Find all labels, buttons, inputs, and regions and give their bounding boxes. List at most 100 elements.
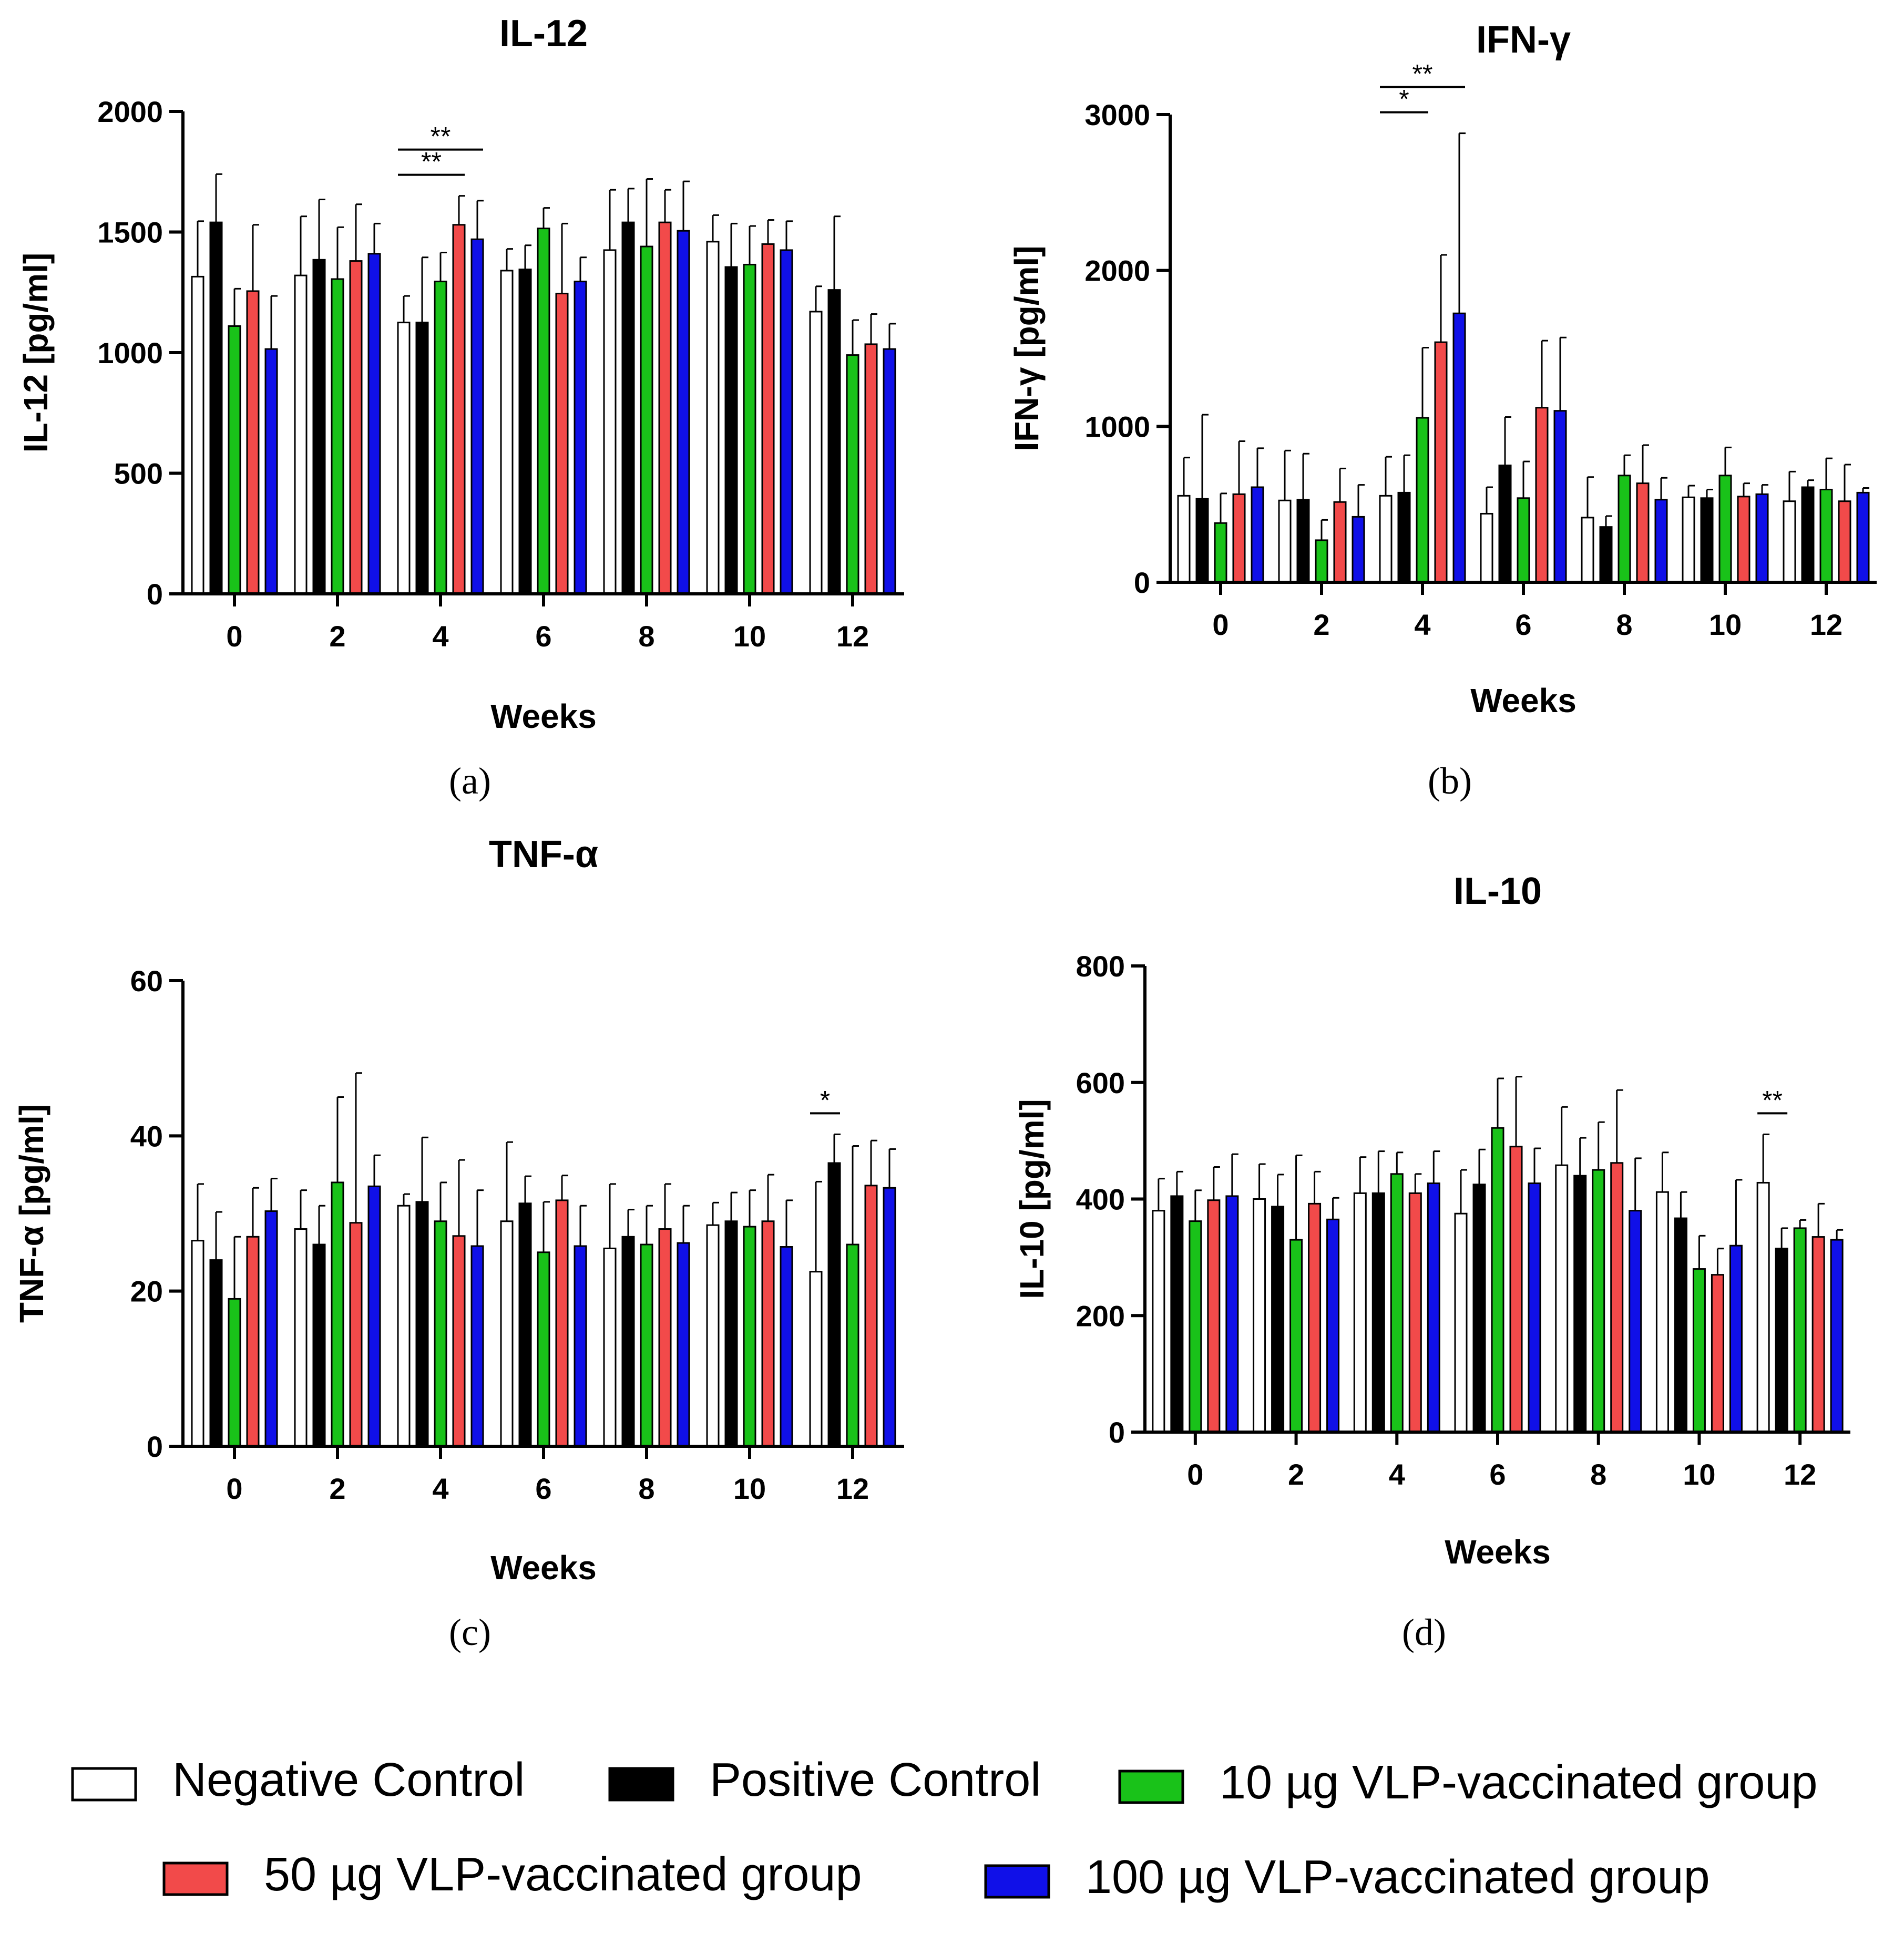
legend-label: 50 µg VLP-vaccinated group <box>264 1848 862 1901</box>
bar-week-12-series-5 <box>1856 491 1870 583</box>
bar-week-8-series-3 <box>640 245 653 595</box>
bar-week-0-series-2 <box>209 221 223 595</box>
x-tick-label: 12 <box>836 620 869 653</box>
y-tick-label: 400 <box>1076 1183 1125 1216</box>
bar-week-2-series-5 <box>1326 1218 1340 1433</box>
bar-week-6-series-1 <box>500 270 514 595</box>
significance-marker: ** <box>421 147 442 177</box>
bar-week-12-series-2 <box>827 1162 841 1447</box>
legend: Negative Control Positive Control 10 µg VL… <box>71 1754 1818 1904</box>
y-axis-label: IL-12 [pg/ml] <box>17 253 55 452</box>
x-tick-label: 6 <box>1489 1458 1506 1491</box>
legend-swatch <box>984 1864 1050 1899</box>
bar-week-4-series-3 <box>434 1220 447 1447</box>
bar-week-8-series-3 <box>1592 1169 1605 1433</box>
bar-week-4-series-2 <box>1397 491 1411 583</box>
bar-week-2-series-1 <box>294 1228 308 1447</box>
bar-week-2-series-3 <box>1289 1239 1303 1433</box>
bar-week-2-series-3 <box>331 1181 344 1447</box>
bar-week-12-series-3 <box>846 354 859 595</box>
bar-week-6-series-2 <box>518 269 532 595</box>
y-axis-label: IL-10 [pg/ml] <box>1013 1099 1051 1299</box>
x-axis-label: Weeks <box>490 697 597 735</box>
bar-week-10-series-4 <box>761 243 775 595</box>
bar-week-6-series-2 <box>1472 1184 1486 1433</box>
bar-week-10-series-3 <box>743 263 756 595</box>
bar-week-12-series-1 <box>1756 1181 1770 1433</box>
bar-week-6-series-4 <box>1509 1146 1523 1433</box>
significance-marker: ** <box>1412 59 1433 89</box>
x-tick-label: 0 <box>1187 1458 1203 1491</box>
y-tick-label: 60 <box>130 964 163 997</box>
bar-week-0-series-4 <box>1232 493 1246 583</box>
y-tick-label: 0 <box>1109 1416 1125 1449</box>
x-tick-label: 2 <box>1288 1458 1304 1491</box>
bar-week-6-series-5 <box>1553 410 1567 583</box>
x-tick-label: 8 <box>638 620 654 653</box>
significance-marker: ** <box>1762 1085 1783 1115</box>
y-tick-label: 1000 <box>97 336 163 369</box>
bar-week-6-series-1 <box>1454 1212 1468 1433</box>
x-tick-label: 4 <box>432 620 448 653</box>
bar-week-10-series-3 <box>1692 1268 1706 1433</box>
bar-week-10-series-2 <box>1700 497 1714 583</box>
legend-item-2: Positive Control <box>608 1754 1041 1806</box>
legend-label: Positive Control <box>710 1754 1041 1806</box>
bar-week-6-series-2 <box>1498 465 1512 583</box>
bar-week-6-series-2 <box>518 1202 532 1447</box>
bar-week-2-series-2 <box>1296 499 1310 583</box>
legend-label: 100 µg VLP-vaccinated group <box>1086 1851 1710 1904</box>
bar-week-4-series-5 <box>1427 1182 1440 1433</box>
bar-week-4-series-4 <box>452 224 466 595</box>
legend-swatch <box>71 1767 137 1802</box>
bar-week-2-series-1 <box>1253 1198 1266 1433</box>
bar-week-0-series-3 <box>1189 1220 1202 1433</box>
bar-week-4-series-5 <box>470 1245 484 1447</box>
bar-week-6-series-1 <box>500 1220 514 1447</box>
bar-week-0-series-5 <box>1225 1195 1239 1433</box>
bar-week-10-series-1 <box>1682 496 1695 583</box>
y-tick-label: 500 <box>114 457 163 490</box>
bar-week-0-series-4 <box>1207 1199 1221 1433</box>
legend-item-5: 100 µg VLP-vaccinated group <box>984 1851 1710 1904</box>
bar-week-4-series-3 <box>1416 417 1429 583</box>
bar-week-4-series-3 <box>1390 1173 1404 1433</box>
bar-week-2-series-2 <box>312 259 326 595</box>
bar-week-6-series-5 <box>1528 1182 1541 1433</box>
y-tick-label: 2000 <box>1084 254 1150 287</box>
bar-week-0-series-5 <box>264 1210 278 1447</box>
bar-week-6-series-3 <box>1491 1127 1504 1433</box>
x-tick-label: 0 <box>226 1472 242 1505</box>
bar-week-12-series-4 <box>864 1185 878 1447</box>
bar-week-2-series-5 <box>367 1185 381 1447</box>
legend-item-3: 10 µg VLP-vaccinated group <box>1118 1756 1818 1809</box>
bar-week-8-series-3 <box>1618 475 1631 583</box>
x-tick-label: 4 <box>1414 608 1430 641</box>
bar-week-6-series-1 <box>1480 512 1493 583</box>
bar-week-10-series-5 <box>1755 493 1769 583</box>
bar-week-10-series-2 <box>1674 1217 1687 1433</box>
bar-week-0-series-4 <box>246 290 260 595</box>
x-axis-label: Weeks <box>1445 1533 1551 1571</box>
x-axis-label: Weeks <box>1470 682 1577 719</box>
bar-week-10-series-3 <box>743 1226 756 1447</box>
significance-marker: ** <box>431 122 451 151</box>
bar-week-8-series-4 <box>658 1228 672 1447</box>
bar-week-10-series-1 <box>706 241 720 595</box>
x-tick-label: 8 <box>1616 608 1632 641</box>
x-tick-label: 2 <box>329 620 345 653</box>
y-tick-label: 40 <box>130 1119 163 1153</box>
bar-week-0-series-1 <box>1177 495 1191 583</box>
bar-week-4-series-2 <box>415 322 429 595</box>
legend-item-1: Negative Control <box>71 1754 525 1806</box>
bar-week-4-series-1 <box>1353 1192 1367 1433</box>
bar-week-8-series-2 <box>621 1236 635 1447</box>
y-tick-label: 20 <box>130 1275 163 1308</box>
bar-week-12-series-4 <box>1811 1236 1825 1433</box>
bar-week-12-series-2 <box>1801 486 1815 583</box>
panel-label: (c) <box>449 1611 491 1653</box>
bar-week-8-series-1 <box>603 249 617 595</box>
legend-swatch <box>1118 1770 1184 1804</box>
bar-week-2-series-5 <box>1352 516 1365 583</box>
x-tick-label: 0 <box>1212 608 1229 641</box>
